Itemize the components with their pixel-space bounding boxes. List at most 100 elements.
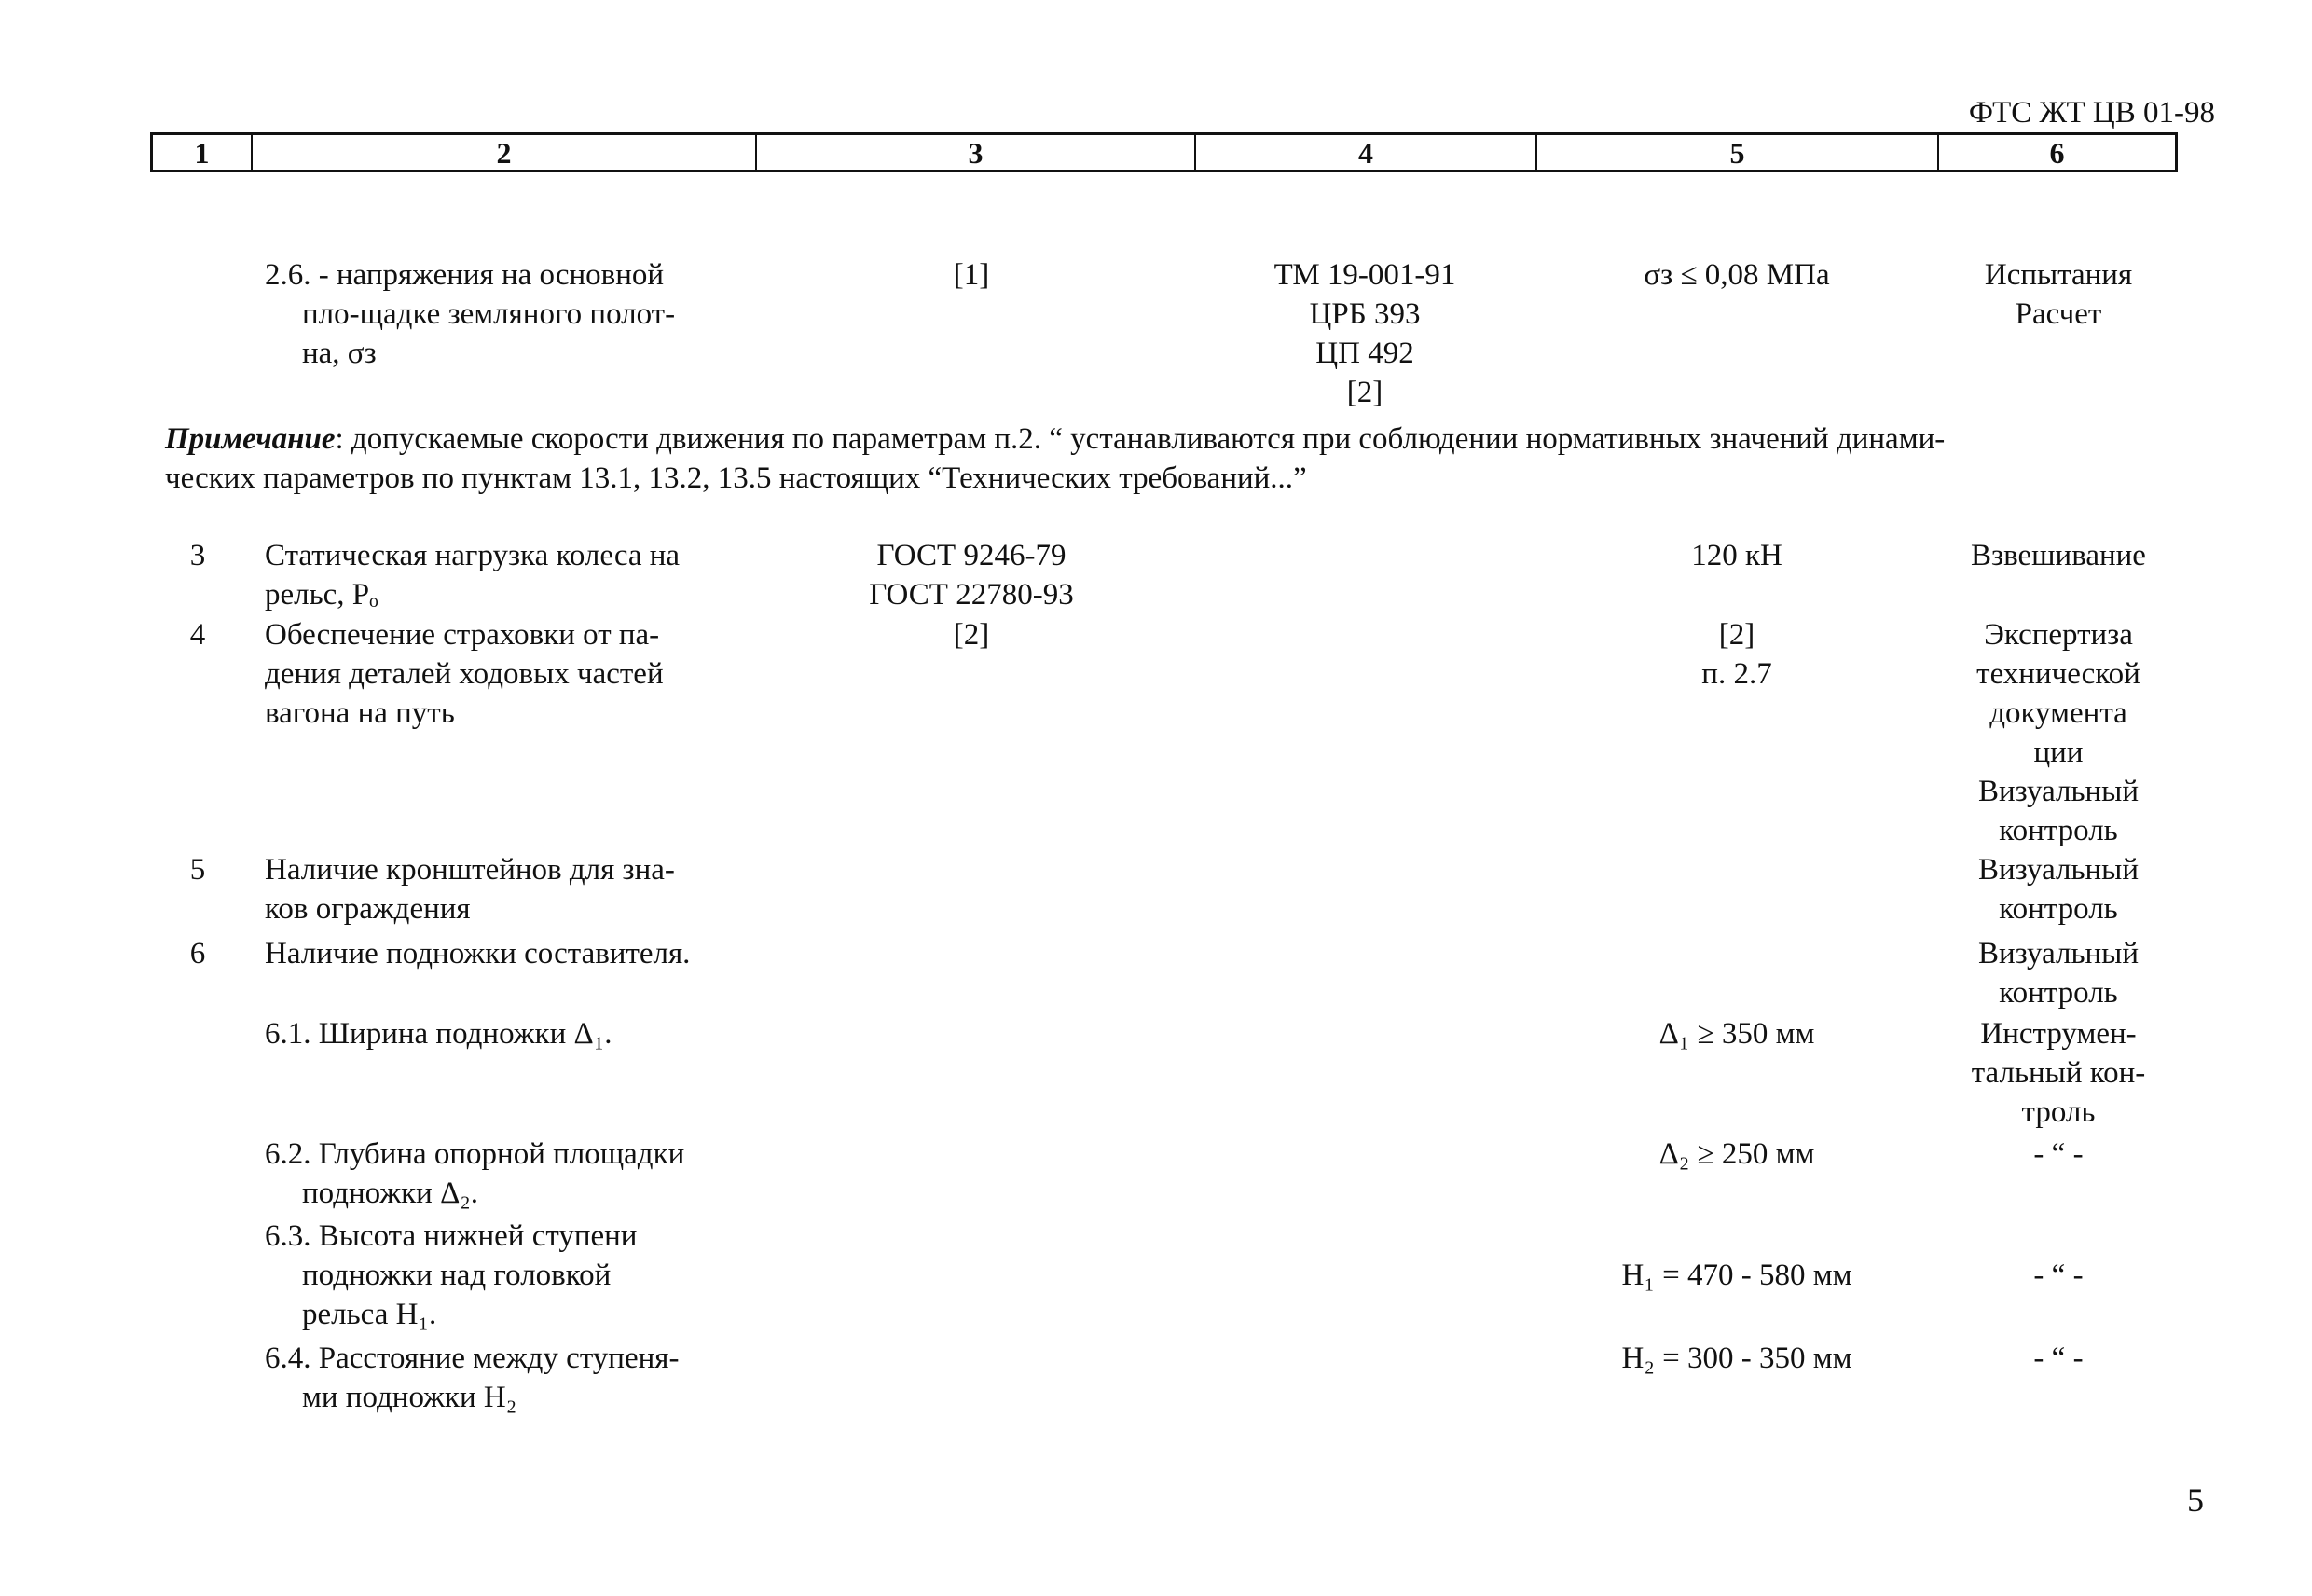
row-number: 4 xyxy=(189,618,206,652)
cell-line xyxy=(1622,1217,1852,1256)
row-number: 5 xyxy=(189,853,206,887)
cell-line: σз ≤ 0,08 МПа xyxy=(1644,258,1830,292)
note-label: Примечание xyxy=(165,422,336,456)
cell-line: H₂ = 300 - 350 мм xyxy=(1621,1341,1852,1375)
document-code: ФТС ЖТ ЦВ 01-98 xyxy=(1968,96,2215,130)
cell-col5: H₁ = 470 - 580 мм xyxy=(1622,1217,1852,1295)
cell-line: Наличие кронштейнов для зна- xyxy=(265,853,675,887)
cell-line: на, σз xyxy=(302,337,377,370)
cell-line: 6.2. Глубина опорной площадки xyxy=(265,1137,685,1171)
cell-col5: Δ₂ ≥ 250 мм xyxy=(1659,1135,1815,1174)
cell-name: Обеспечение страховки от па-дения детале… xyxy=(265,615,664,733)
page-number: 5 xyxy=(2187,1481,2204,1519)
cell-line: подножки над головкой xyxy=(302,1259,612,1292)
cell-name: 6.1. Ширина подножки Δ₁. xyxy=(265,1014,612,1053)
cell-line: - “ - xyxy=(2033,1341,2084,1375)
cell-line: дения деталей ходовых частей xyxy=(265,657,664,691)
cell-line: ГОСТ 9246-79 xyxy=(876,539,1067,572)
cell-line: - “ - xyxy=(2033,1137,2084,1171)
cell-line: ГОСТ 22780-93 xyxy=(869,578,1074,612)
cell-col6: Испытания Расчет xyxy=(1985,255,2132,334)
cell-line: 2.6. - напряжения на основной xyxy=(265,258,665,292)
cell-line: Визуальный xyxy=(1977,853,2140,887)
cell-line: контроль xyxy=(1999,976,2118,1010)
cell-col3: [2] xyxy=(954,615,989,654)
cell-line: [2] xyxy=(953,618,990,652)
cell-line: рельса H₁. xyxy=(302,1298,437,1331)
cell-line: Инструмен- xyxy=(1980,1017,2137,1051)
note: Примечание: допускаемые скорости движени… xyxy=(165,420,1945,459)
cell-name: 6.2. Глубина опорной площадки подножки Δ₂… xyxy=(265,1135,684,1213)
cell-col6: - “ - xyxy=(2033,1339,2083,1378)
cell-col6: Визуальный контроль xyxy=(1978,850,2139,929)
cell-line: ЦРБ 393 xyxy=(1309,297,1421,331)
cell-col5: σз ≤ 0,08 МПа xyxy=(1644,255,1829,295)
cell-col6: Взвешивание xyxy=(1971,536,2146,575)
cell-line: троль xyxy=(2021,1095,2096,1129)
cell-line: H₁ = 470 - 580 мм xyxy=(1621,1259,1852,1292)
column-header: 5 xyxy=(1537,135,1939,170)
cell-line: Обеспечение страховки от па- xyxy=(265,618,660,652)
column-header: 1 xyxy=(153,135,253,170)
cell-line: 120 кН xyxy=(1691,539,1782,572)
cell-line xyxy=(2033,1217,2083,1256)
cell-line: пло-щадке земляного полот- xyxy=(302,297,676,331)
cell-line: Экспертиза xyxy=(1984,618,2133,652)
cell-line: ции xyxy=(2033,736,2084,769)
cell-line: Взвешивание xyxy=(1971,539,2146,572)
cell-line: Δ₂ ≥ 250 мм xyxy=(1658,1137,1815,1171)
cell-col6: Инструмен-тальный кон-троль xyxy=(1972,1014,2146,1132)
cell-line: Визуальный xyxy=(1977,775,2140,808)
cell-name: 2.6. - напряжения на основной пло-щадке з… xyxy=(265,255,675,373)
cell-line: Визуальный xyxy=(1977,937,2140,970)
column-header: 3 xyxy=(757,135,1196,170)
cell-col6: - “ - xyxy=(2033,1217,2083,1295)
cell-num: 4 xyxy=(190,615,206,654)
cell-col5: [2] п. 2.7 xyxy=(1701,615,1771,694)
cell-line: вагона на путь xyxy=(265,696,455,730)
cell-line: [2] xyxy=(1718,618,1755,652)
cell-line: 6.1. Ширина подножки Δ₁. xyxy=(265,1017,612,1051)
cell-line: Расчет xyxy=(2015,297,2102,331)
cell-line: ков ограждения xyxy=(265,892,471,926)
cell-line: контроль xyxy=(1999,892,2118,926)
cell-col5: 120 кН xyxy=(1691,536,1782,575)
cell-line: ми подножки H₂ xyxy=(302,1381,517,1414)
cell-col6: - “ - xyxy=(2033,1135,2083,1174)
cell-line: подножки Δ₂. xyxy=(302,1176,479,1210)
cell-line: Испытания xyxy=(1984,258,2133,292)
cell-num: 6 xyxy=(190,934,206,973)
cell-line: - “ - xyxy=(2033,1259,2084,1292)
row-number: 3 xyxy=(189,539,206,572)
cell-col3: ГОСТ 9246-79 ГОСТ 22780-93 xyxy=(869,536,1073,614)
cell-col6: Экспертиза технической документа ции Визуаль… xyxy=(1976,615,2140,850)
column-header: 2 xyxy=(253,135,757,170)
cell-num: 3 xyxy=(190,536,206,575)
cell-line: [1] xyxy=(953,258,990,292)
cell-line: тальный кон- xyxy=(1971,1056,2146,1090)
cell-name: 6.3. Высота нижней ступени подножки над г… xyxy=(265,1217,637,1334)
cell-line: Статическая нагрузка колеса на xyxy=(265,539,681,572)
cell-line: [2] xyxy=(1346,376,1383,409)
cell-line: 6.4. Расстояние между ступеня- xyxy=(265,1341,680,1375)
cell-line: контроль xyxy=(1999,814,2118,847)
cell-name: 6.4. Расстояние между ступеня-ми подножк… xyxy=(265,1339,679,1417)
cell-line: Наличие подножки составителя. xyxy=(265,937,691,970)
cell-line: рельс, Pₒ xyxy=(265,578,378,612)
note-continuation: ческих параметров по пунктам 13.1, 13.2,… xyxy=(165,461,1307,495)
cell-line: 6.3. Высота нижней ступени xyxy=(265,1219,638,1253)
cell-col5: Δ₁ ≥ 350 мм xyxy=(1659,1014,1815,1053)
cell-line: документа xyxy=(1989,696,2127,730)
cell-col5: H₂ = 300 - 350 мм xyxy=(1622,1339,1852,1378)
cell-line: п. 2.7 xyxy=(1701,657,1772,691)
cell-name: Наличие подножки составителя. xyxy=(265,934,690,973)
cell-name: Наличие кронштейнов для зна-ков огражден… xyxy=(265,850,675,929)
cell-line: Δ₁ ≥ 350 мм xyxy=(1658,1017,1815,1051)
column-header-row: 1 2 3 4 5 6 xyxy=(150,132,2178,172)
cell-num: 5 xyxy=(190,850,206,889)
cell-col4: ТМ 19-001-91 ЦРБ 393 ЦП 492 [2] xyxy=(1274,255,1456,412)
cell-line: ЦП 492 xyxy=(1315,337,1414,370)
cell-line: ТМ 19-001-91 xyxy=(1273,258,1456,292)
column-header: 4 xyxy=(1196,135,1537,170)
note-text: : допускаемые скорости движения по парам… xyxy=(335,422,1946,456)
